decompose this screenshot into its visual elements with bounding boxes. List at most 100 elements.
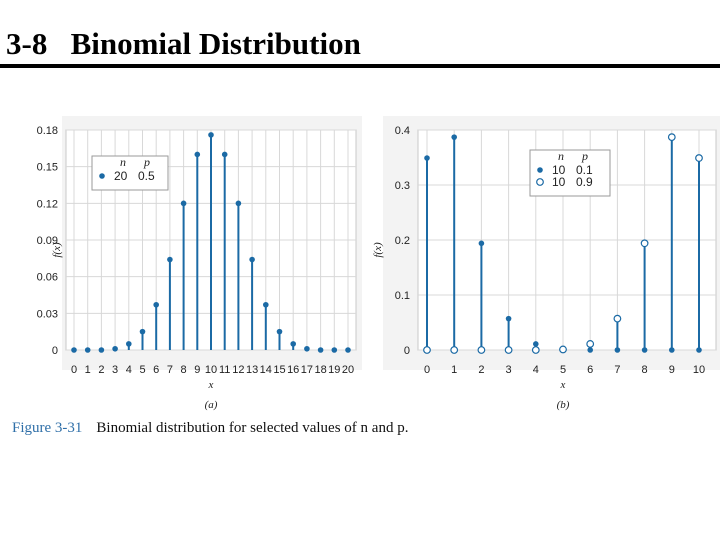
data-point — [221, 151, 228, 158]
x-tick-label: 14 — [260, 364, 272, 376]
legend-box — [91, 155, 169, 191]
x-tick-label: 7 — [167, 364, 173, 376]
legend-p: 0.1 — [576, 163, 593, 177]
data-point — [451, 134, 458, 140]
legend-header-n: n — [120, 155, 126, 169]
legend-marker — [537, 167, 543, 173]
panel-label: (a) — [205, 399, 218, 411]
legend-p: 0.9 — [576, 175, 593, 189]
data-point — [477, 346, 486, 354]
x-tick-label: 7 — [614, 364, 620, 376]
data-point — [533, 341, 539, 347]
data-point — [208, 132, 214, 138]
x-tick-label: 3 — [506, 364, 512, 376]
data-point — [559, 345, 567, 354]
legend-marker — [536, 178, 544, 186]
data-point — [505, 315, 512, 322]
y-tick-label: 0.1 — [395, 290, 410, 302]
x-tick-label: 11 — [219, 364, 230, 376]
legend-header-p: p — [581, 149, 588, 163]
x-tick-label: 6 — [153, 364, 159, 376]
y-tick-label: 0.4 — [395, 125, 410, 137]
y-tick-label: 0.18 — [37, 125, 58, 137]
x-tick-label: 4 — [533, 364, 539, 376]
x-tick-label: 18 — [314, 364, 326, 376]
x-tick-label: 3 — [112, 364, 118, 376]
x-tick-label: 10 — [693, 364, 705, 376]
x-tick-label: 2 — [98, 364, 104, 376]
x-tick-label: 9 — [194, 364, 200, 376]
legend-p: 0.5 — [138, 169, 155, 183]
data-point — [84, 347, 91, 353]
legend-n: 20 — [114, 169, 128, 183]
data-point — [98, 347, 105, 353]
x-tick-label: 13 — [246, 364, 258, 376]
data-point — [139, 328, 146, 335]
y-tick-label: 0.2 — [395, 235, 410, 247]
data-point — [695, 154, 703, 162]
data-point — [345, 347, 351, 353]
legend-header-n: n — [558, 149, 564, 163]
x-tick-label: 9 — [669, 364, 675, 376]
y-tick-label: 0.12 — [37, 198, 58, 210]
x-tick-label: 8 — [642, 364, 648, 376]
x-tick-label: 10 — [205, 364, 217, 376]
data-point — [531, 346, 540, 354]
x-tick-label: 12 — [232, 364, 244, 376]
data-point — [235, 200, 242, 207]
data-point — [290, 341, 297, 347]
y-tick-label: 0.03 — [37, 308, 58, 320]
data-point — [331, 347, 338, 353]
data-point — [640, 239, 649, 248]
data-point — [424, 155, 430, 161]
y-axis-label: f(x) — [51, 242, 63, 258]
x-axis-label: x — [208, 379, 214, 391]
data-point — [667, 133, 676, 142]
data-point — [112, 345, 118, 352]
x-tick-label: 1 — [85, 364, 91, 376]
y-tick-label: 0 — [52, 345, 58, 357]
data-point — [304, 345, 310, 352]
x-tick-label: 1 — [451, 364, 457, 376]
chart-a: 00.030.060.090.120.150.180 1 2 3 4 5 6 7 8 9 10 11 1… — [37, 116, 362, 411]
legend-box — [529, 149, 611, 197]
y-tick-label: 0.06 — [37, 272, 58, 284]
x-axis-label: x — [560, 379, 566, 391]
x-tick-label: 15 — [273, 364, 285, 376]
slide-title: 3-8 Binomial Distribution — [6, 26, 361, 61]
x-tick-label: 0 — [424, 364, 430, 376]
y-tick-label: 0.3 — [395, 180, 410, 192]
figure-caption: Figure 3-31 Binomial distribution for sel… — [12, 420, 408, 437]
data-point — [167, 256, 173, 263]
x-tick-label: 2 — [478, 364, 484, 376]
caption-label: Figure 3-31 — [12, 420, 83, 436]
chart-b: 0 0.1 0.2 0.3 0.4 0 1 2 3 4 5 6 7 8 9 10 x (b) f(x) n p 10 0.1… — [372, 116, 720, 411]
data-point — [450, 346, 459, 354]
legend-n: 10 — [552, 175, 566, 189]
y-axis-label: f(x) — [372, 242, 384, 258]
caption-text: Binomial distribution for selected value… — [96, 420, 409, 436]
data-point — [504, 346, 513, 354]
legend-header-p: p — [143, 155, 150, 169]
data-point — [586, 340, 595, 348]
x-tick-label: 6 — [587, 364, 593, 376]
data-point — [126, 341, 132, 347]
y-tick-label: 0.15 — [37, 162, 58, 174]
data-point — [478, 240, 485, 247]
title-rule — [0, 64, 720, 68]
data-point — [423, 346, 431, 354]
data-point — [317, 347, 324, 353]
legend-n: 10 — [552, 163, 566, 177]
x-tick-label: 4 — [126, 364, 132, 376]
x-tick-label: 19 — [328, 364, 340, 376]
y-tick-label: 0.09 — [37, 235, 58, 247]
x-tick-label: 17 — [301, 364, 313, 376]
figure: 00.030.060.090.120.150.180 1 2 3 4 5 6 7 8 9 10 11 1… — [37, 116, 720, 411]
data-point — [180, 200, 187, 207]
data-point — [153, 301, 159, 308]
data-point — [194, 151, 201, 158]
y-tick-label: 0 — [404, 345, 410, 357]
data-point — [276, 328, 283, 335]
x-tick-label: 8 — [181, 364, 187, 376]
panel-label: (b) — [557, 399, 570, 411]
